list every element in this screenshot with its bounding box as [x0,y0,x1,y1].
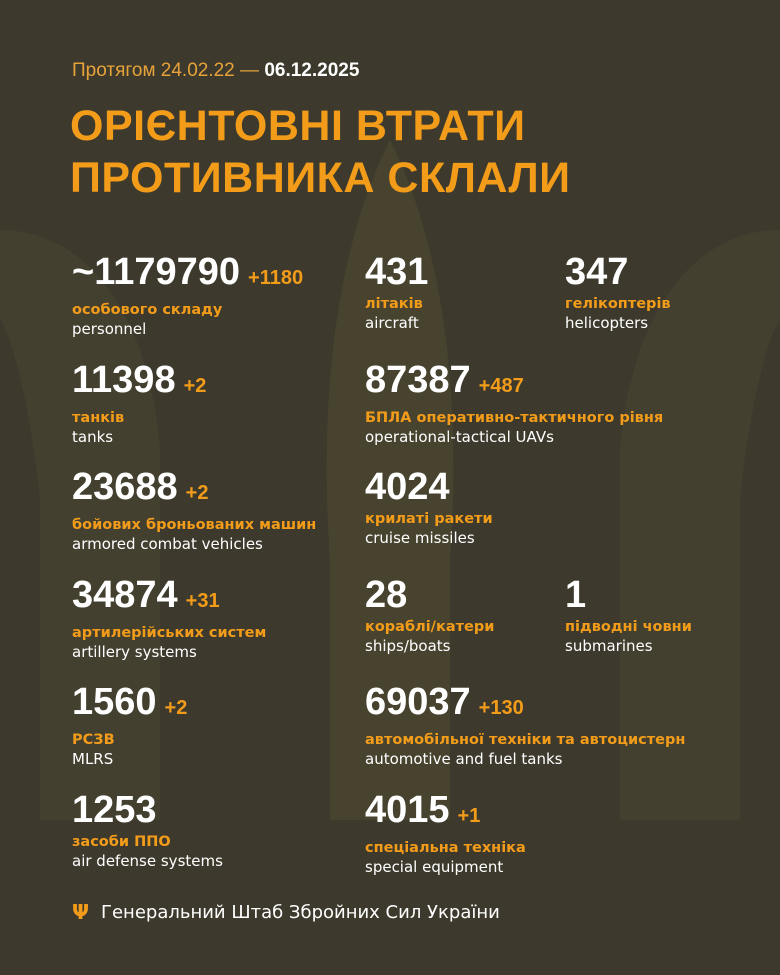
stat-value: 11398 +2 [72,360,206,406]
stat-label-en: ships/boats [365,636,451,655]
stat-delta: +1 [457,804,481,827]
stat-value: 431 [365,252,428,292]
period: Протягом 24.02.22 — 06.12.2025 [72,60,359,82]
trident-icon: Ψ [72,900,89,924]
stat-value: 1560 +2 [72,682,187,728]
stat-label-ua: крилаті ракети [365,511,493,527]
stat-label-ua: кораблі/катери [365,618,495,635]
stat-item: 11398 +2 танків tanks [72,360,206,446]
stat-item: 1 підводні човни submarines [565,575,692,655]
stat-label-ua: літаків [365,296,423,312]
stat-item: 4015 +1 спеціальна техніка special equipmen… [365,790,526,876]
stat-value: ~1179790 +1180 [72,252,303,298]
title-line1: ОРІЄНТОВНІ ВТРАТИ [70,102,526,150]
stat-item: ~1179790 +1180 особового складу personnel [72,252,303,338]
stat-label-en: tanks [72,427,114,446]
stat-delta: +31 [185,589,220,612]
stat-number: ~1179790 [72,251,241,293]
stat-value: 4024 [365,467,493,507]
stat-label-en: automotive and fuel tanks [365,750,563,768]
stat-label-en: MLRS [72,750,114,768]
stat-label-en: armored combat vehicles [72,535,263,553]
stat-number: 1253 [72,788,157,831]
stat-label-ua: РСЗВ [72,732,115,748]
stat-label-ua: бойових броньованих машин [72,517,317,533]
stat-number: 347 [565,251,629,293]
stat-item: 34874 +31 артилерійських систем artillery s… [72,575,266,661]
stat-number: 23688 [72,466,178,508]
stat-number: 4015 [365,788,450,831]
page-title: ОРІЄНТОВНІ ВТРАТИ ПРОТИВНИКА СКЛАЛИ [70,100,571,204]
stat-label-ua: гелікоптерів [565,296,671,312]
stat-number: 431 [365,251,429,293]
stat-value: 1 [565,575,692,615]
stat-label-ua: особового складу [72,302,223,318]
stat-delta: +1180 [248,267,304,289]
stat-label-en: helicopters [565,314,649,332]
stat-item: 1253 засоби ППО air defense systems [72,790,223,870]
stat-number: 28 [365,573,408,616]
period-prefix: Протягом 24.02.22 — [72,60,260,81]
stat-label-en: air defense systems [72,851,223,870]
stat-delta: +2 [183,374,207,397]
stat-value: 28 [365,575,494,615]
stat-label-ua: артилерійських систем [72,624,267,641]
stat-label-en: cruise missiles [365,529,475,547]
stat-number: 4024 [365,466,450,508]
stat-label-en: aircraft [365,314,419,332]
stat-item: 87387 +487 БПЛА оперативно-тактичного рівн… [365,360,663,446]
stat-label-ua: танків [72,409,125,426]
stat-label-en: artillery systems [72,642,197,661]
stat-number: 87387 [365,358,471,401]
footer: Ψ Генеральний Штаб Збройних Сил України [72,900,500,924]
stat-value: 23688 +2 [72,467,316,513]
stat-value: 69037 +130 [365,682,685,728]
stat-value: 4015 +1 [365,790,526,836]
stat-label-ua: підводні човни [565,618,692,635]
stat-label-en: personnel [72,320,147,338]
stat-value: 1253 [72,790,223,830]
title-line2: ПРОТИВНИКА СКЛАЛИ [70,154,571,202]
stat-item: 347 гелікоптерів helicopters [565,252,671,332]
stat-label-en: special equipment [365,857,504,876]
stat-delta: +487 [478,374,524,397]
stat-delta: +130 [478,697,524,719]
stat-item: 4024 крилаті ракети cruise missiles [365,467,493,547]
stat-label-ua: автомобільної техніки та автоцистерн [365,732,686,748]
stat-number: 34874 [72,573,178,616]
stat-label-en: operational-tactical UAVs [365,427,554,446]
stat-number: 1 [565,573,587,616]
stat-item: 28 кораблі/катери ships/boats [365,575,494,655]
stat-value: 34874 +31 [72,575,266,621]
stat-value: 87387 +487 [365,360,663,406]
stat-label-en: submarines [565,636,653,655]
stat-number: 1560 [72,681,157,723]
period-date: 06.12.2025 [264,60,360,81]
stat-item: 69037 +130 автомобільної техніки та автоци… [365,682,685,768]
stat-label-ua: спеціальна техніка [365,839,526,856]
stat-value: 347 [565,252,671,292]
stat-label-ua: БПЛА оперативно-тактичного рівня [365,409,664,426]
stat-item: 1560 +2 РСЗВ MLRS [72,682,187,768]
stat-delta: +2 [164,697,188,719]
stat-number: 69037 [365,681,471,723]
footer-text: Генеральний Штаб Збройних Сил України [101,901,500,923]
stat-delta: +2 [185,482,209,504]
stat-number: 11398 [72,358,176,401]
stat-label-ua: засоби ППО [72,833,171,850]
stat-item: 431 літаків aircraft [365,252,428,332]
stat-item: 23688 +2 бойових броньованих машин armored … [72,467,316,553]
